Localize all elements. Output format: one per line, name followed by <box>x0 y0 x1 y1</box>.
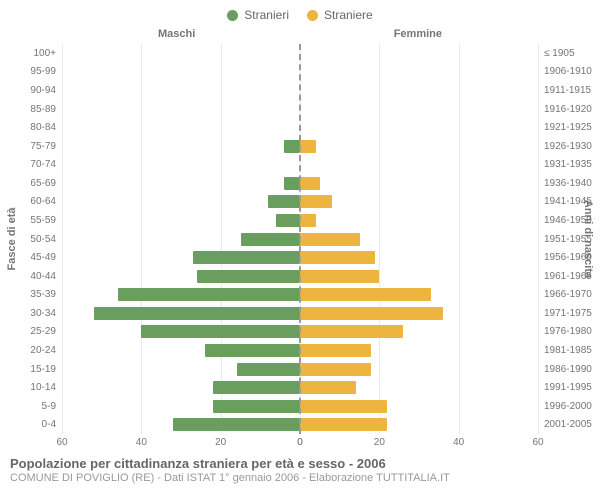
birth-year-label: 1911-1915 <box>544 81 592 100</box>
birth-year-label: 1966-1970 <box>544 286 592 305</box>
age-group-label: 15-19 <box>8 360 56 379</box>
bar-male <box>205 344 300 357</box>
column-header-male: Maschi <box>158 28 195 40</box>
age-group-label: 100+ <box>8 44 56 63</box>
bar-female <box>300 325 403 338</box>
birth-year-label: 1991-1995 <box>544 378 592 397</box>
age-group-label: 65-69 <box>8 174 56 193</box>
legend-swatch-male <box>227 10 238 21</box>
bar-male <box>141 325 300 338</box>
bar-female <box>300 344 371 357</box>
age-group-label: 20-24 <box>8 341 56 360</box>
bars-area <box>62 44 538 434</box>
bar-male <box>213 381 300 394</box>
age-group-label: 75-79 <box>8 137 56 156</box>
age-group-label: 5-9 <box>8 397 56 416</box>
birth-year-label: 1926-1930 <box>544 137 592 156</box>
legend-label-male: Stranieri <box>244 8 289 22</box>
x-tick-label: 0 <box>297 437 303 448</box>
bar-male <box>118 288 300 301</box>
bar-female <box>300 381 356 394</box>
birth-year-label: 1936-1940 <box>544 174 592 193</box>
bar-male <box>284 140 300 153</box>
birth-year-label: 1931-1935 <box>544 155 592 174</box>
birth-year-label: 1906-1910 <box>544 63 592 82</box>
legend-item-female: Straniere <box>307 8 373 22</box>
bar-male <box>193 251 300 264</box>
birth-year-label: 1971-1975 <box>544 304 592 323</box>
bar-male <box>197 270 300 283</box>
age-group-label: 85-89 <box>8 100 56 119</box>
birth-year-label: ≤ 1905 <box>544 44 592 63</box>
bar-male <box>237 363 300 376</box>
y-axis-label-right: Anni di nascita <box>582 200 594 278</box>
bar-female <box>300 214 316 227</box>
age-group-label: 0-4 <box>8 416 56 435</box>
bar-female <box>300 307 443 320</box>
age-group-label: 80-84 <box>8 118 56 137</box>
bar-male <box>241 233 301 246</box>
legend-swatch-female <box>307 10 318 21</box>
birth-year-label: 1981-1985 <box>544 341 592 360</box>
x-axis: 60402000204060 <box>62 434 538 456</box>
age-group-label: 95-99 <box>8 63 56 82</box>
birth-year-label: 1921-1925 <box>544 118 592 137</box>
population-pyramid-chart: Stranieri Straniere Maschi Femmine Fasce… <box>0 0 600 500</box>
chart-subtitle: COMUNE DI POVIGLIO (RE) - Dati ISTAT 1° … <box>10 472 590 484</box>
birth-year-label: 1986-1990 <box>544 360 592 379</box>
age-group-label: 35-39 <box>8 286 56 305</box>
birth-year-label: 1916-1920 <box>544 100 592 119</box>
column-header-female: Femmine <box>394 28 442 40</box>
bar-female <box>300 195 332 208</box>
plot-area: Fasce di età Anni di nascita 100+95-9990… <box>8 44 592 434</box>
age-group-label: 30-34 <box>8 304 56 323</box>
age-group-label: 70-74 <box>8 155 56 174</box>
legend: Stranieri Straniere <box>8 8 592 22</box>
x-tick-label: 60 <box>532 437 543 448</box>
bar-female <box>300 363 371 376</box>
chart-footer: Popolazione per cittadinanza straniera p… <box>8 456 592 484</box>
center-axis-line <box>299 44 301 434</box>
x-tick-label: 40 <box>453 437 464 448</box>
age-group-label: 25-29 <box>8 323 56 342</box>
bar-male <box>173 418 300 431</box>
birth-year-label: 1996-2000 <box>544 397 592 416</box>
x-tick-label: 20 <box>215 437 226 448</box>
bar-male <box>284 177 300 190</box>
bar-female <box>300 233 360 246</box>
x-tick-label: 40 <box>136 437 147 448</box>
gridline <box>538 44 539 434</box>
bar-male <box>276 214 300 227</box>
x-tick-label: 20 <box>374 437 385 448</box>
column-headers: Maschi Femmine <box>8 28 592 44</box>
bar-male <box>268 195 300 208</box>
birth-year-label: 1976-1980 <box>544 323 592 342</box>
bar-female <box>300 418 387 431</box>
y-axis-label-left: Fasce di età <box>6 208 18 271</box>
age-group-label: 10-14 <box>8 378 56 397</box>
bar-female <box>300 140 316 153</box>
bar-male <box>213 400 300 413</box>
bar-female <box>300 400 387 413</box>
bar-female <box>300 270 379 283</box>
bar-female <box>300 177 320 190</box>
legend-item-male: Stranieri <box>227 8 289 22</box>
x-tick-label: 60 <box>56 437 67 448</box>
chart-title: Popolazione per cittadinanza straniera p… <box>10 456 590 471</box>
bar-female <box>300 251 375 264</box>
age-group-label: 90-94 <box>8 81 56 100</box>
birth-year-label: 2001-2005 <box>544 416 592 435</box>
legend-label-female: Straniere <box>324 8 373 22</box>
bar-male <box>94 307 300 320</box>
bar-female <box>300 288 431 301</box>
